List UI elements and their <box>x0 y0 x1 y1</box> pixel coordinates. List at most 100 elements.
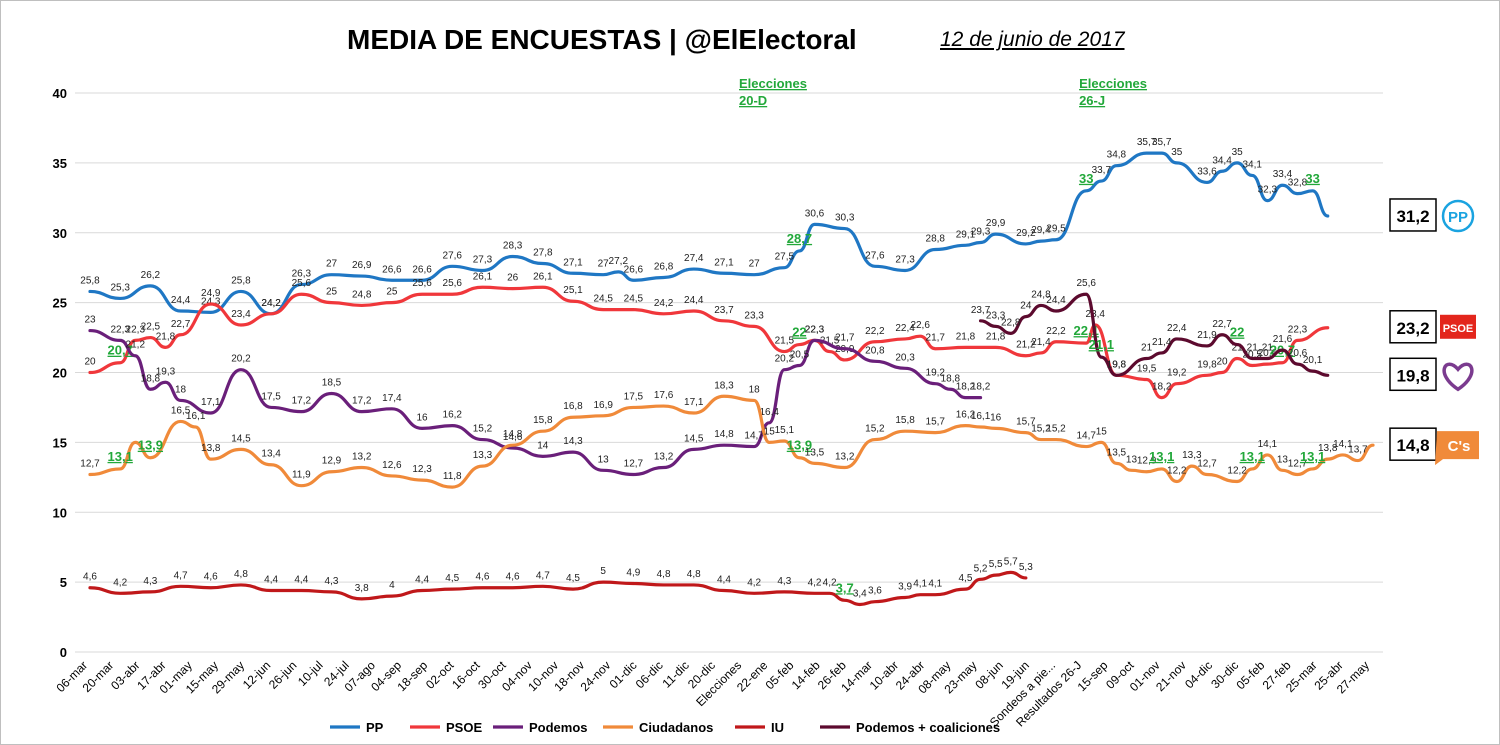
data-label: 14,7 <box>744 431 764 442</box>
x-tick-label: 11-dic <box>659 658 691 690</box>
data-label: 5,2 <box>974 563 988 574</box>
final-value-box <box>1389 310 1437 344</box>
data-label: 14,8 <box>503 429 523 440</box>
data-label: 35 <box>1171 147 1183 158</box>
data-label: 4,1 <box>913 579 927 590</box>
data-label: 4 <box>389 580 395 591</box>
data-label: 24,9 <box>201 288 221 299</box>
data-label: 24,2 <box>261 298 281 309</box>
data-label: 33,7 <box>1092 165 1112 176</box>
data-label: 20 <box>1216 357 1228 368</box>
data-label: 25,8 <box>80 275 100 286</box>
data-label: 13,1 <box>1149 449 1174 464</box>
data-label: 4,9 <box>626 568 640 579</box>
data-label: 4,3 <box>777 576 791 587</box>
cs-logo <box>1435 431 1479 466</box>
data-label: 15,8 <box>533 415 553 426</box>
data-label: 14,1 <box>1258 439 1278 450</box>
data-label: 18,2 <box>1152 382 1172 393</box>
series-line-iu <box>88 570 1028 607</box>
data-label: 27 <box>326 259 338 270</box>
data-label: 29,3 <box>971 227 991 238</box>
data-label: 33 <box>1305 171 1319 186</box>
data-label: 13,7 <box>1348 445 1368 456</box>
x-tick-label: 26-jun <box>266 658 299 691</box>
data-label: 4,4 <box>415 575 429 586</box>
data-label: 21,8 <box>986 331 1006 342</box>
final-value-label: 14,8 <box>1396 436 1429 455</box>
data-label: 17,1 <box>684 397 704 408</box>
psoe-logo: PSOE <box>1443 323 1474 335</box>
data-label: 22,6 <box>910 320 930 331</box>
data-label: 35,7 <box>1152 137 1172 148</box>
x-tick-label: 15-sep <box>1075 658 1111 694</box>
data-label: 27 <box>598 259 610 270</box>
data-label: 24,2 <box>654 298 674 309</box>
data-label: 14,5 <box>684 433 704 444</box>
data-label: 13,5 <box>1107 447 1127 458</box>
legend-label: Ciudadanos <box>639 720 713 735</box>
data-label: 26,8 <box>654 261 674 272</box>
data-label: 20 <box>84 357 96 368</box>
data-label: 32,8 <box>1288 178 1308 189</box>
data-label: 18,2 <box>956 382 976 393</box>
data-label: 19,5 <box>1137 363 1157 374</box>
data-label: 12,2 <box>1227 466 1247 477</box>
data-label: 13,2 <box>654 452 674 463</box>
data-label: 20,6 <box>1288 348 1308 359</box>
data-label: 21,7 <box>835 333 855 344</box>
data-label: 24,5 <box>593 294 613 305</box>
data-label: 5,5 <box>989 559 1003 570</box>
data-label: 15,8 <box>895 415 915 426</box>
data-label: 21,2 <box>126 340 146 351</box>
data-label: 22,3 <box>805 324 825 335</box>
data-label: 16,1 <box>186 411 206 422</box>
data-label: 22,2 <box>865 326 885 337</box>
data-label: 24,4 <box>684 295 704 306</box>
data-label: 20,3 <box>895 352 915 363</box>
data-label: 33 <box>1079 171 1093 186</box>
data-label: 35,7 <box>1137 137 1157 148</box>
data-label: 21,4 <box>1031 337 1051 348</box>
data-label: 16,2 <box>443 410 463 421</box>
data-label: 3,7 <box>836 580 854 595</box>
x-tick-label: 08-jun <box>972 658 1005 691</box>
y-tick-label: 25 <box>53 296 67 311</box>
data-label: 26,6 <box>624 264 644 275</box>
data-label: 25,6 <box>292 278 312 289</box>
x-tick-label: 01-dic <box>607 658 640 691</box>
annotation-label: Elecciones <box>1079 76 1147 91</box>
legend-label: PP <box>366 720 384 735</box>
data-label: 17,6 <box>654 390 674 401</box>
x-tick-label: 24-nov <box>578 658 614 694</box>
data-label: 18 <box>175 384 187 395</box>
data-label: 22,3 <box>126 324 146 335</box>
final-value-box <box>1389 357 1437 392</box>
data-label: 17,1 <box>201 397 221 408</box>
chart-title: MEDIA DE ENCUESTAS | @ElElectoral <box>347 24 857 55</box>
data-label: 16,5 <box>171 405 191 416</box>
final-value-label: 19,8 <box>1396 366 1429 385</box>
annotation-label: Elecciones <box>739 76 807 91</box>
x-tick-label: 10-abr <box>867 658 901 692</box>
data-label: 15 <box>764 426 776 437</box>
y-tick-label: 40 <box>53 86 67 101</box>
data-label: 20,2 <box>775 354 795 365</box>
data-label: 19,3 <box>156 366 176 377</box>
legend-label: IU <box>771 720 784 735</box>
data-label: 13 <box>598 454 610 465</box>
x-tick-label: 02-oct <box>423 658 457 692</box>
x-tick-label: 12-jun <box>240 658 273 691</box>
data-label: 30,3 <box>835 213 855 224</box>
data-label: 13,9 <box>138 438 163 453</box>
data-label: 25 <box>386 287 398 298</box>
data-label: 13,3 <box>473 450 493 461</box>
y-tick-label: 30 <box>53 226 67 241</box>
data-label: 22,5 <box>141 322 161 333</box>
data-label: 23,7 <box>714 305 734 316</box>
data-label: 4,2 <box>113 577 127 588</box>
x-tick-label: 18-sep <box>394 658 430 694</box>
data-label: 18 <box>749 384 761 395</box>
data-label: 25,6 <box>443 278 463 289</box>
